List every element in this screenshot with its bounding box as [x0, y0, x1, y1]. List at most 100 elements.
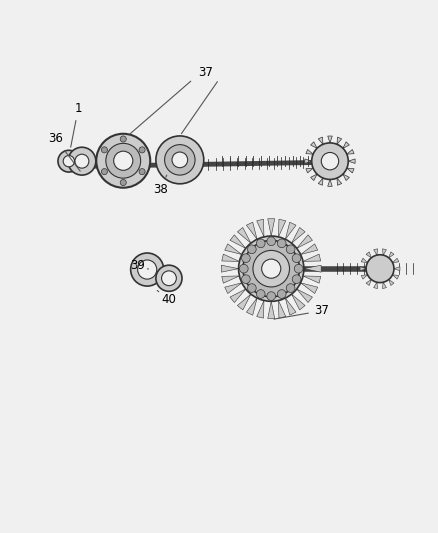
- Polygon shape: [374, 249, 378, 255]
- Circle shape: [292, 254, 301, 263]
- Polygon shape: [366, 280, 371, 286]
- Polygon shape: [303, 276, 321, 283]
- Polygon shape: [306, 168, 313, 173]
- Polygon shape: [343, 174, 350, 181]
- Circle shape: [139, 147, 145, 153]
- Polygon shape: [286, 298, 296, 315]
- Polygon shape: [292, 294, 305, 310]
- Text: 36: 36: [48, 133, 80, 171]
- Circle shape: [58, 150, 80, 172]
- Circle shape: [292, 275, 301, 284]
- Polygon shape: [311, 142, 317, 148]
- Polygon shape: [303, 254, 321, 261]
- Text: 37: 37: [274, 304, 329, 319]
- Polygon shape: [300, 283, 318, 294]
- Polygon shape: [300, 244, 318, 255]
- Text: 39: 39: [130, 259, 148, 272]
- Circle shape: [366, 255, 394, 282]
- Circle shape: [312, 143, 348, 180]
- Polygon shape: [366, 252, 371, 258]
- Circle shape: [138, 260, 157, 279]
- Polygon shape: [225, 244, 242, 255]
- Circle shape: [172, 152, 187, 168]
- Circle shape: [241, 275, 250, 284]
- Polygon shape: [389, 252, 394, 258]
- Polygon shape: [348, 159, 355, 164]
- Circle shape: [120, 180, 126, 185]
- Circle shape: [256, 289, 265, 298]
- Polygon shape: [230, 289, 246, 303]
- Polygon shape: [237, 228, 251, 243]
- Polygon shape: [392, 258, 399, 263]
- Polygon shape: [328, 180, 332, 187]
- Circle shape: [75, 154, 89, 168]
- Circle shape: [239, 236, 304, 301]
- Polygon shape: [304, 265, 321, 272]
- Circle shape: [120, 136, 126, 142]
- Polygon shape: [247, 222, 257, 239]
- Polygon shape: [247, 298, 257, 315]
- Circle shape: [106, 143, 141, 178]
- Circle shape: [139, 168, 145, 175]
- Polygon shape: [225, 283, 242, 294]
- Circle shape: [253, 251, 290, 287]
- Text: 40: 40: [157, 290, 177, 306]
- Circle shape: [286, 284, 295, 293]
- Polygon shape: [222, 276, 240, 283]
- Polygon shape: [343, 142, 350, 148]
- Polygon shape: [306, 149, 313, 154]
- Polygon shape: [257, 219, 264, 237]
- Polygon shape: [394, 266, 400, 271]
- Circle shape: [165, 144, 195, 175]
- Polygon shape: [392, 274, 399, 279]
- Polygon shape: [382, 282, 386, 288]
- Polygon shape: [361, 258, 367, 263]
- Circle shape: [277, 289, 286, 298]
- Circle shape: [294, 264, 303, 273]
- Polygon shape: [347, 168, 354, 173]
- Polygon shape: [337, 178, 342, 185]
- Polygon shape: [305, 159, 312, 164]
- Circle shape: [267, 292, 276, 301]
- Circle shape: [247, 245, 256, 254]
- Circle shape: [96, 134, 150, 188]
- Polygon shape: [382, 249, 386, 255]
- Polygon shape: [374, 282, 378, 288]
- Polygon shape: [279, 219, 286, 237]
- Polygon shape: [311, 174, 317, 181]
- Circle shape: [321, 152, 339, 170]
- Polygon shape: [318, 137, 323, 144]
- Polygon shape: [292, 228, 305, 243]
- Polygon shape: [337, 137, 342, 144]
- Circle shape: [162, 271, 177, 286]
- Polygon shape: [279, 301, 286, 318]
- Circle shape: [101, 147, 107, 153]
- Circle shape: [247, 284, 256, 293]
- Polygon shape: [222, 254, 240, 261]
- Polygon shape: [268, 219, 275, 236]
- Circle shape: [277, 239, 286, 248]
- Circle shape: [68, 147, 96, 175]
- Polygon shape: [221, 265, 239, 272]
- Polygon shape: [257, 301, 264, 318]
- Circle shape: [63, 156, 74, 167]
- Polygon shape: [347, 149, 354, 154]
- Circle shape: [286, 245, 295, 254]
- Circle shape: [156, 265, 182, 292]
- Polygon shape: [297, 289, 312, 303]
- Polygon shape: [318, 178, 323, 185]
- Circle shape: [114, 151, 133, 171]
- Polygon shape: [268, 301, 275, 319]
- Polygon shape: [230, 235, 246, 248]
- Polygon shape: [389, 280, 394, 286]
- Circle shape: [241, 254, 250, 263]
- Text: 1: 1: [71, 102, 82, 147]
- Circle shape: [256, 239, 265, 248]
- Circle shape: [261, 259, 281, 278]
- Polygon shape: [297, 235, 312, 248]
- Polygon shape: [360, 266, 366, 271]
- Text: 38: 38: [153, 175, 168, 196]
- Circle shape: [131, 253, 164, 286]
- Polygon shape: [328, 136, 332, 143]
- Circle shape: [267, 237, 276, 246]
